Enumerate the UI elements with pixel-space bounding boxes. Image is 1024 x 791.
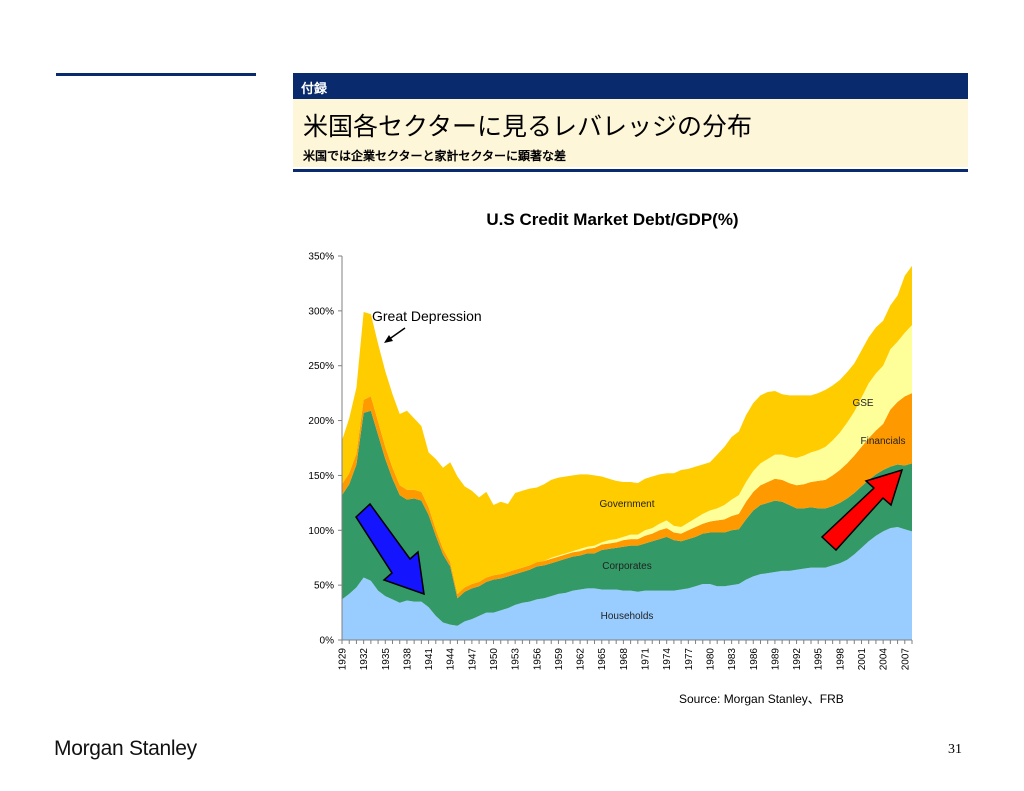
- page-subtitle: 米国では企業セクターと家計セクターに顕著な差: [303, 149, 567, 163]
- x-tick-label: 1950: [489, 648, 500, 671]
- y-tick-label: 350%: [308, 252, 334, 263]
- title-box: 米国各セクターに見るレバレッジの分布 米国では企業セクターと家計セクターに顕著な…: [293, 99, 968, 167]
- x-tick-label: 1941: [424, 648, 435, 671]
- series-area-corporates: [342, 410, 912, 626]
- x-tick-label: 1938: [402, 648, 413, 671]
- y-tick-label: 0%: [320, 636, 335, 647]
- title-bottom-rule: [293, 169, 968, 172]
- page-number: 31: [948, 742, 962, 757]
- decline-arrow-icon: [355, 502, 425, 596]
- x-tick-label: 1935: [381, 648, 392, 671]
- x-tick-label: 1929: [338, 648, 349, 671]
- x-tick-label: 1932: [359, 648, 370, 671]
- x-tick-label: 1992: [792, 648, 803, 671]
- x-tick-label: 2007: [900, 648, 911, 671]
- series-area-households: [342, 526, 912, 640]
- great-depression-annotation: Great Depression: [372, 308, 482, 324]
- x-tick-label: 2004: [879, 648, 890, 671]
- x-tick-label: 1953: [511, 648, 522, 671]
- left-header-rule: [56, 73, 256, 76]
- x-tick-label: 1971: [641, 648, 652, 671]
- x-tick-label: 1956: [532, 648, 543, 671]
- x-tick-label: 1965: [597, 648, 608, 671]
- x-tick-label: 1998: [835, 648, 846, 671]
- x-tick-label: 1983: [727, 648, 738, 671]
- series-area-financials: [342, 393, 912, 599]
- y-tick-label: 250%: [308, 361, 334, 372]
- y-tick-label: 50%: [314, 581, 334, 592]
- section-tag: 付録: [301, 81, 328, 96]
- debt-gdp-area-chart: 0% 50% 100% 150% 200% 250% 300% 350% 1929 1932 193…: [308, 252, 913, 671]
- source-note: Source: Morgan Stanley、FRB: [679, 692, 844, 706]
- section-tag-bar: 付録: [293, 73, 968, 99]
- x-tick-label: 1974: [662, 648, 673, 671]
- series-label-corporates: Corporates: [602, 561, 651, 572]
- x-tick-label: 2001: [857, 648, 868, 671]
- series-label-gse: GSE: [852, 398, 873, 409]
- x-tick-label: 1962: [576, 648, 587, 671]
- series-label-government: Government: [599, 499, 654, 510]
- series-area-government: [342, 265, 912, 594]
- series-area-gse: [342, 325, 912, 594]
- x-tick-label: 1968: [619, 648, 630, 671]
- y-tick-label: 100%: [308, 526, 334, 537]
- rise-arrow-icon: [820, 468, 904, 552]
- y-tick-label: 200%: [308, 416, 334, 427]
- chart-title: U.S Credit Market Debt/GDP(%): [486, 210, 739, 229]
- x-tick-label: 1947: [467, 648, 478, 671]
- series-label-households: Households: [601, 611, 654, 622]
- x-tick-label: 1959: [554, 648, 565, 671]
- x-tick-label: 1995: [814, 648, 825, 671]
- morgan-stanley-logo: Morgan Stanley: [54, 737, 197, 760]
- series-label-financials: Financials: [860, 436, 905, 447]
- great-depression-pointer-head: [384, 335, 393, 343]
- x-tick-label: 1977: [684, 648, 695, 671]
- x-tick-label: 1989: [770, 648, 781, 671]
- x-tick-label: 1980: [705, 648, 716, 671]
- x-tick-label: 1944: [446, 648, 457, 671]
- y-tick-label: 150%: [308, 471, 334, 482]
- x-tick-label: 1986: [749, 648, 760, 671]
- page-title: 米国各セクターに見るレバレッジの分布: [303, 113, 753, 141]
- y-tick-label: 300%: [308, 306, 334, 317]
